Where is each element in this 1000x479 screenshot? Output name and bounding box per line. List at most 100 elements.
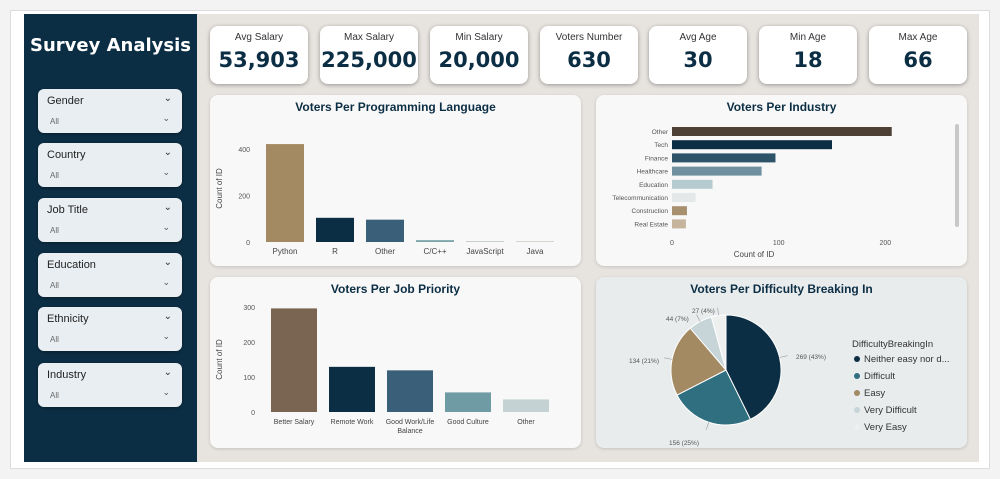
x-tick-label: 200: [879, 240, 891, 247]
bar-healthcare: [672, 166, 762, 176]
bar-tech: [672, 140, 832, 150]
kpi-value: 630: [567, 48, 611, 72]
slicer-label: Country: [47, 149, 86, 161]
chevron-down-icon[interactable]: ⌄: [162, 113, 170, 123]
legend-marker: [854, 407, 860, 413]
legend-title: DifficultyBreakingIn: [852, 339, 933, 350]
panel-programming-language: Voters Per Programming Language Count of…: [210, 95, 581, 266]
bar-better-salary: [271, 308, 317, 412]
slicer-country[interactable]: Country ⌄ All ⌄: [38, 143, 182, 187]
kpi-value: 66: [903, 48, 933, 72]
slicer-value[interactable]: All: [50, 226, 59, 235]
chevron-down-icon[interactable]: ⌄: [163, 311, 172, 322]
legend-marker: [854, 390, 860, 396]
y-tick-label: 0: [251, 410, 255, 417]
x-tick-label: JavaScript: [466, 247, 504, 256]
kpi-card-min-age: Min Age 18: [759, 26, 857, 84]
chevron-down-icon[interactable]: ⌄: [162, 277, 170, 287]
y-tick-label: 100: [243, 375, 255, 382]
data-label: 156 (25%): [669, 440, 699, 447]
slicer-value[interactable]: All: [50, 281, 59, 290]
bar-other: [366, 219, 404, 242]
chevron-down-icon[interactable]: ⌄: [162, 387, 170, 397]
slicer-label: Gender: [47, 95, 84, 107]
x-axis-label: Count of ID: [734, 250, 775, 259]
kpi-label: Max Salary: [343, 32, 394, 43]
slicer-label: Ethnicity: [47, 313, 89, 325]
legend-marker: [854, 424, 860, 430]
y-tick-label: Finance: [645, 155, 669, 162]
y-axis-label: Count of ID: [215, 339, 224, 380]
chevron-down-icon[interactable]: ⌄: [163, 93, 172, 104]
slicer-education[interactable]: Education ⌄ All ⌄: [38, 253, 182, 297]
y-tick-label: 0: [246, 240, 250, 247]
kpi-label: Min Age: [789, 32, 827, 43]
sidebar: Survey Analysis Gender ⌄ All ⌄ Country ⌄ All ⌄ J…: [24, 14, 197, 462]
kpi-card-voters-number: Voters Number 630: [540, 26, 638, 84]
kpi-value: 18: [793, 48, 823, 72]
y-tick-label: Education: [639, 182, 668, 189]
slicer-industry[interactable]: Industry ⌄ All ⌄: [38, 363, 182, 407]
slicer-label: Industry: [47, 369, 87, 381]
x-tick-label: Better Salary: [274, 419, 315, 426]
bar-good-culture: [445, 392, 491, 412]
legend-entry: Difficult: [864, 371, 895, 382]
kpi-value: 20,000: [438, 48, 520, 72]
slicer-value[interactable]: All: [50, 335, 59, 344]
chevron-down-icon[interactable]: ⌄: [163, 147, 172, 158]
chevron-down-icon[interactable]: ⌄: [162, 167, 170, 177]
difficulty-chart: 269 (43%) 156 (25%) 134 (21%) 44 (7%)27 (4%…: [629, 307, 950, 447]
leader-line: [779, 355, 788, 358]
slicer-gender[interactable]: Gender ⌄ All ⌄: [38, 89, 182, 133]
slicer-value[interactable]: All: [50, 117, 59, 126]
legend-marker: [854, 373, 860, 379]
panel-job-priority: Voters Per Job Priority Count of ID 0 100 2…: [210, 277, 581, 448]
leader-line: [717, 307, 719, 316]
legend-entry: Very Difficult: [864, 405, 917, 416]
bar-finance: [672, 153, 776, 163]
data-label: 134 (21%): [629, 358, 659, 365]
leader-line: [664, 357, 673, 360]
bar-javascript: [466, 241, 504, 242]
industry-chart: Other Tech Finance Healthcare Education Telec…: [612, 124, 959, 259]
kpi-label: Voters Number: [555, 32, 623, 43]
slicer-job-title[interactable]: Job Title ⌄ All ⌄: [38, 198, 182, 242]
bar-real-estate: [672, 219, 686, 229]
y-tick-label: 400: [238, 147, 250, 154]
chevron-down-icon[interactable]: ⌄: [163, 257, 172, 268]
slicer-value[interactable]: All: [50, 391, 59, 400]
sidebar-title: Survey Analysis: [30, 35, 191, 56]
data-label: 269 (43%): [796, 354, 826, 361]
y-tick-label: Real Estate: [634, 221, 668, 228]
bar-java: [516, 241, 554, 242]
kpi-card-max-age: Max Age 66: [869, 26, 967, 84]
chevron-down-icon[interactable]: ⌄: [162, 331, 170, 341]
x-tick-label: Remote Work: [331, 419, 374, 426]
slicer-label: Job Title: [47, 204, 88, 216]
kpi-value: 225,000: [321, 48, 417, 72]
y-tick-label: 200: [243, 340, 255, 347]
slicer-value[interactable]: All: [50, 171, 59, 180]
slicer-label: Education: [47, 259, 96, 271]
y-tick-label: Other: [652, 129, 669, 136]
x-tick-label: Other: [517, 419, 535, 426]
y-tick-label: Construction: [632, 208, 669, 215]
chart-title: Voters Per Programming Language: [295, 100, 496, 114]
x-tick-label: Other: [375, 247, 395, 256]
bar-other: [672, 127, 892, 136]
main-area: Voters Per Programming Language Count of…: [197, 14, 979, 462]
kpi-label: Avg Salary: [234, 32, 284, 43]
slicer-ethnicity[interactable]: Ethnicity ⌄ All ⌄: [38, 307, 182, 351]
chart-title: Voters Per Job Priority: [330, 282, 461, 296]
chevron-down-icon[interactable]: ⌄: [163, 202, 172, 213]
kpi-value: 53,903: [218, 48, 300, 72]
x-tick-label: Balance: [397, 428, 422, 435]
chevron-down-icon[interactable]: ⌄: [162, 222, 170, 232]
scrollbar: [955, 124, 959, 227]
legend-entry: Easy: [864, 388, 885, 399]
chevron-down-icon[interactable]: ⌄: [163, 367, 172, 378]
kpi-card-avg-age: Avg Age 30: [649, 26, 747, 84]
kpi-label: Min Salary: [455, 32, 503, 43]
bar-python: [266, 144, 304, 242]
legend-entry: Neither easy nor d...: [864, 354, 950, 365]
